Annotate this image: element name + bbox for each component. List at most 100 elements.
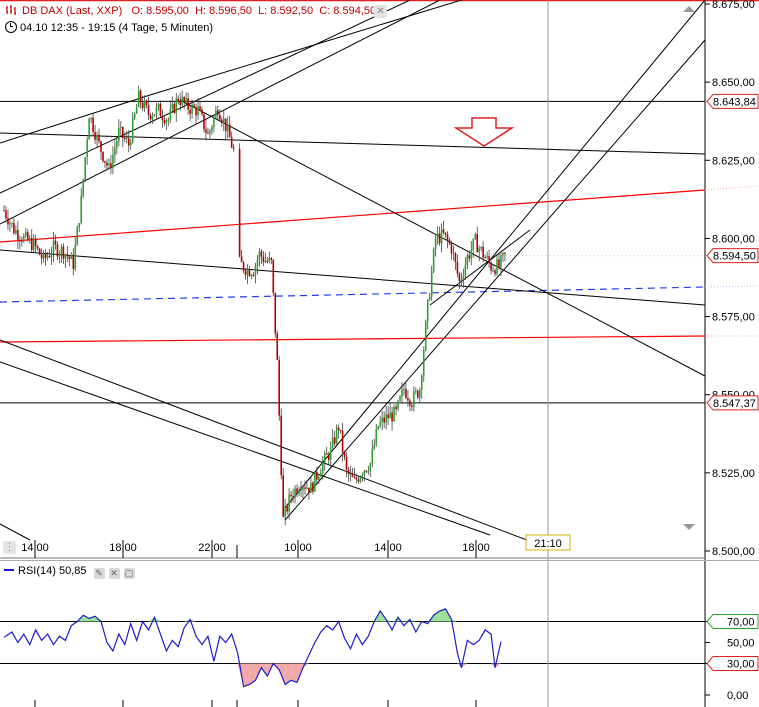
candle-body — [205, 129, 207, 133]
time-tick-label: 10:00 — [284, 542, 312, 554]
rsi-chart: 70,00 50,00 30,00 0,00 — [0, 560, 759, 707]
rsi-close-icon[interactable]: ✕ — [108, 568, 120, 579]
candle-body — [462, 275, 465, 280]
candle-body — [393, 406, 395, 422]
candle-body — [470, 249, 473, 259]
candle-body — [274, 292, 277, 334]
candle-body — [125, 138, 128, 140]
candle-body — [397, 400, 399, 410]
candle-body — [474, 234, 477, 239]
price-tag-label: 8.594,50 — [713, 251, 756, 263]
upper-flat-trendline — [0, 132, 706, 155]
candle-body — [46, 256, 49, 258]
candle-body — [486, 256, 488, 258]
support-line — [0, 335, 706, 343]
candle-body — [250, 275, 253, 277]
candle-body — [92, 117, 94, 133]
candle-body — [11, 222, 13, 224]
candle-body — [123, 138, 126, 140]
candle-body — [36, 246, 39, 249]
candle-body — [454, 253, 457, 263]
candle-body — [230, 137, 233, 148]
candle-body — [318, 476, 320, 480]
candle-body — [472, 238, 475, 250]
resistance-line-extension — [704, 185, 759, 191]
lower-left-stub — [0, 523, 31, 541]
candle-body — [52, 240, 55, 254]
candle-body — [246, 269, 249, 276]
candle-body — [28, 237, 31, 241]
candle-body — [131, 118, 134, 143]
candle-body — [173, 103, 176, 113]
candle-body — [316, 471, 318, 480]
candle-body — [458, 273, 461, 282]
candle-body — [161, 116, 164, 120]
dashed-trend-extension — [704, 285, 759, 288]
candle-body — [112, 154, 114, 169]
candle-body — [494, 270, 496, 274]
candle-body — [48, 256, 51, 258]
rising-trendline-steep — [284, 39, 706, 521]
candle-body — [62, 246, 65, 259]
candle-body — [157, 104, 160, 108]
falling-channel-line — [179, 99, 706, 377]
candle-body — [415, 390, 417, 392]
candle-body — [490, 262, 492, 271]
candle-body — [476, 234, 479, 253]
candle-body — [343, 452, 346, 458]
price-tag-box — [706, 248, 759, 264]
candle-body — [78, 223, 81, 228]
rising-short-line — [429, 229, 531, 306]
time-tick-label: 14:00 — [21, 542, 49, 554]
candle-body — [353, 476, 356, 478]
candle-body — [367, 471, 370, 473]
scroll-up-icon[interactable] — [683, 6, 695, 12]
rsi-oversold-fill — [261, 663, 268, 677]
candle-body — [363, 470, 366, 475]
panel-move-icon[interactable]: ⋮ — [3, 541, 16, 554]
candle-body — [139, 90, 142, 103]
candle-body — [141, 102, 144, 109]
candle-body — [395, 406, 397, 410]
rsi-edit-icon[interactable]: ✎ — [93, 568, 105, 579]
candle-body — [292, 496, 294, 498]
candle-body — [70, 254, 73, 259]
time-tick-label: 22:00 — [198, 542, 226, 554]
candle-body — [276, 333, 279, 360]
candle-body — [64, 254, 67, 259]
candle-body — [187, 98, 189, 110]
candle-body — [137, 90, 140, 107]
upper-steep-trendline-1 — [0, 0, 411, 194]
price-tick-label: 8.650,00 — [712, 77, 755, 89]
time-tick-label: 18:00 — [462, 542, 490, 554]
scroll-down-icon[interactable] — [683, 524, 695, 530]
candle-body — [183, 96, 185, 103]
rsi-overbought-fill — [83, 615, 90, 622]
close-panel-icon[interactable]: ✕ — [374, 5, 387, 18]
candle-body — [371, 448, 374, 464]
price-tag-box — [706, 395, 759, 411]
candle-body — [86, 139, 88, 158]
candle-body — [478, 248, 480, 253]
instrument-name: DB DAX (Last, XXP) — [22, 5, 123, 17]
rsi-settings-icon[interactable]: ▢ — [123, 568, 135, 579]
price-tick-label: 8.500,00 — [712, 546, 755, 558]
candle-body — [7, 218, 9, 225]
candle-body — [135, 106, 138, 114]
rsi-tick-label: 0,00 — [727, 690, 748, 702]
candle-body — [361, 474, 364, 477]
candle-body — [413, 391, 415, 407]
candle-body — [106, 162, 108, 166]
candle-body — [430, 271, 433, 297]
candle-body — [207, 132, 209, 134]
candle-body — [444, 232, 447, 235]
candle-body — [110, 163, 112, 169]
candle-body — [349, 473, 352, 475]
open-value: O: 8.595,00 — [131, 5, 189, 17]
candle-body — [347, 469, 350, 475]
candle-body — [191, 104, 193, 114]
candle-body — [167, 119, 170, 121]
candle-body — [432, 249, 435, 272]
candle-body — [341, 430, 344, 453]
rsi-legend-swatch — [4, 569, 14, 571]
